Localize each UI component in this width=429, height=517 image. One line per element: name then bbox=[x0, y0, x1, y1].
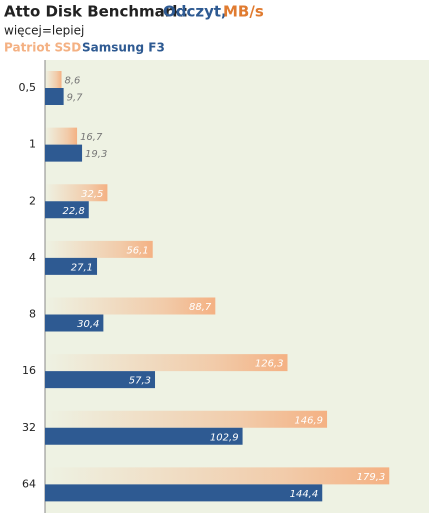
y-tick-label: 2 bbox=[29, 194, 36, 207]
bar bbox=[45, 184, 108, 202]
y-tick-label: 16 bbox=[22, 364, 36, 377]
bar bbox=[45, 297, 216, 315]
value-label: 179,3 bbox=[357, 472, 386, 483]
bar bbox=[45, 427, 243, 445]
value-label: 19,3 bbox=[85, 149, 107, 160]
value-label: 144,4 bbox=[290, 489, 319, 500]
chart-title: Odczyt, bbox=[163, 3, 227, 21]
value-label: 16,7 bbox=[80, 132, 103, 143]
y-tick-label: 4 bbox=[29, 251, 36, 264]
y-tick-label: 64 bbox=[22, 477, 36, 490]
value-label: 22,8 bbox=[63, 206, 85, 217]
legend-entry: Samsung F3 bbox=[82, 41, 165, 55]
value-label: 102,9 bbox=[210, 432, 239, 443]
bar bbox=[45, 484, 323, 502]
y-tick-label: 32 bbox=[22, 421, 36, 434]
value-label: 126,3 bbox=[255, 359, 284, 370]
bar bbox=[45, 144, 83, 162]
subtitle: więcej=lepiej bbox=[4, 24, 84, 38]
plot-area bbox=[45, 60, 429, 513]
bar bbox=[45, 88, 64, 105]
bar bbox=[45, 257, 98, 275]
bar bbox=[45, 467, 390, 485]
chart-title: MB/s bbox=[223, 3, 264, 21]
value-label: 146,9 bbox=[294, 415, 323, 426]
bar bbox=[45, 410, 328, 428]
value-label: 27,1 bbox=[71, 262, 93, 273]
y-tick-label: 8 bbox=[29, 308, 36, 321]
value-label: 88,7 bbox=[189, 302, 212, 313]
bar bbox=[45, 371, 156, 389]
bar bbox=[45, 127, 78, 145]
value-label: 57,3 bbox=[129, 376, 151, 387]
y-tick-label: 1 bbox=[29, 138, 36, 151]
value-label: 30,4 bbox=[77, 319, 99, 330]
chart-title: Atto Disk Benchmark: bbox=[4, 3, 188, 21]
legend-entry: Patriot SSD bbox=[4, 41, 81, 55]
value-label: 9,7 bbox=[67, 93, 84, 104]
bar bbox=[45, 71, 62, 88]
y-tick-label: 0,5 bbox=[19, 81, 37, 94]
bar bbox=[45, 240, 153, 258]
bar bbox=[45, 314, 104, 332]
bar bbox=[45, 354, 288, 372]
bar bbox=[45, 201, 89, 219]
value-label: 56,1 bbox=[126, 245, 148, 256]
value-label: 32,5 bbox=[81, 189, 103, 200]
value-label: 8,6 bbox=[65, 76, 81, 87]
